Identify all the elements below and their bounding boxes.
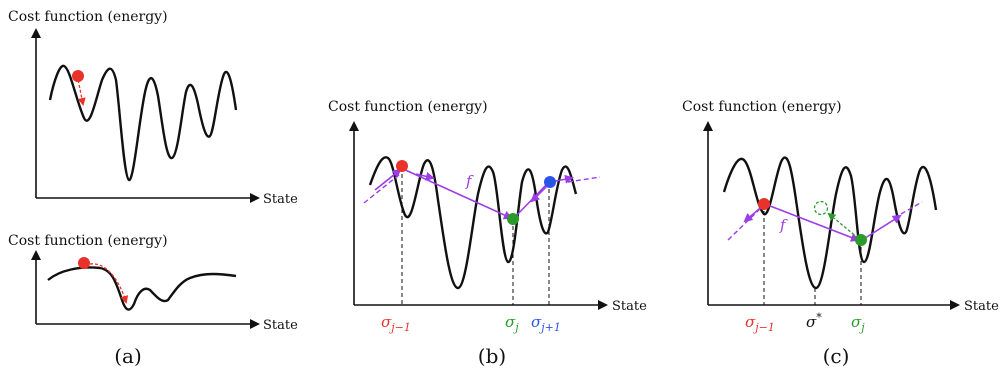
panel-c-xlabel: State <box>964 299 999 314</box>
panel-a-bottom-descent-arrow <box>89 263 129 304</box>
panel-a-top-state-marker <box>72 70 84 82</box>
panel-c-marker-red <box>758 198 770 210</box>
panel-c-path-extension-right <box>893 201 923 219</box>
panel-a-top: Cost function (energy) State <box>8 9 298 207</box>
panel-b-f-arrow <box>400 167 513 220</box>
panel-a-bottom-ylabel: Cost function (energy) <box>8 233 168 249</box>
panel-a-bottom-energy-curve <box>47 266 237 311</box>
panel-b-energy-curve <box>368 156 578 290</box>
caption-a: (a) <box>114 344 142 368</box>
panel-c-ylabel: Cost function (energy) <box>682 99 842 115</box>
panel-c-marker-green <box>855 234 867 246</box>
panel-a-top-ylabel: Cost function (energy) <box>8 9 168 25</box>
panel-b-marker-blue <box>544 176 556 188</box>
panel-a-bottom-xlabel: State <box>263 318 298 333</box>
panel-b-sigma-j-1: σj−1 <box>381 313 411 334</box>
panel-c-energy-curve <box>722 156 938 290</box>
panel-a-bottom-state-marker <box>78 257 90 269</box>
panel-a-top-energy-curve <box>48 64 238 182</box>
panel-b-sigma-j+1: σj+1 <box>531 313 561 334</box>
panel-b-segment-green-blue <box>512 182 549 220</box>
panel-a-bottom: Cost function (energy) State <box>8 233 298 333</box>
panel-b-ylabel: Cost function (energy) <box>328 99 488 115</box>
panel-b-arrow-blue <box>530 184 549 203</box>
panel-c-candidate-state <box>813 200 829 216</box>
panel-b-path-extension-right <box>567 176 601 183</box>
panel-b-marker-green <box>507 213 519 225</box>
panel-b-marker-red <box>396 160 408 172</box>
caption-c: (c) <box>823 344 850 368</box>
panel-a-top-xlabel: State <box>263 192 298 207</box>
panel-b-f-label: f <box>465 172 474 190</box>
panel-c-arrow-right <box>861 214 902 241</box>
panel-c-f-label: f <box>779 216 788 234</box>
caption-b: (b) <box>478 344 506 368</box>
panel-c: Cost function (energy) State f σj−1 σ* σ… <box>682 99 999 334</box>
panel-c-f-arrow <box>764 203 860 242</box>
panel-b-sigma-j: σj <box>505 313 519 334</box>
panel-c-sigma-j: σj <box>851 313 865 334</box>
panel-b: Cost function (energy) State f σj−1 σj σ… <box>328 99 647 334</box>
panel-b-arrow-red <box>415 172 435 181</box>
panel-c-sigma-star: σ* <box>806 311 822 331</box>
panel-c-sigma-j-1: σj−1 <box>745 313 775 334</box>
panel-c-proposal-arrow <box>827 212 859 239</box>
panel-b-arrow-left <box>374 168 402 191</box>
panel-b-xlabel: State <box>612 299 647 314</box>
